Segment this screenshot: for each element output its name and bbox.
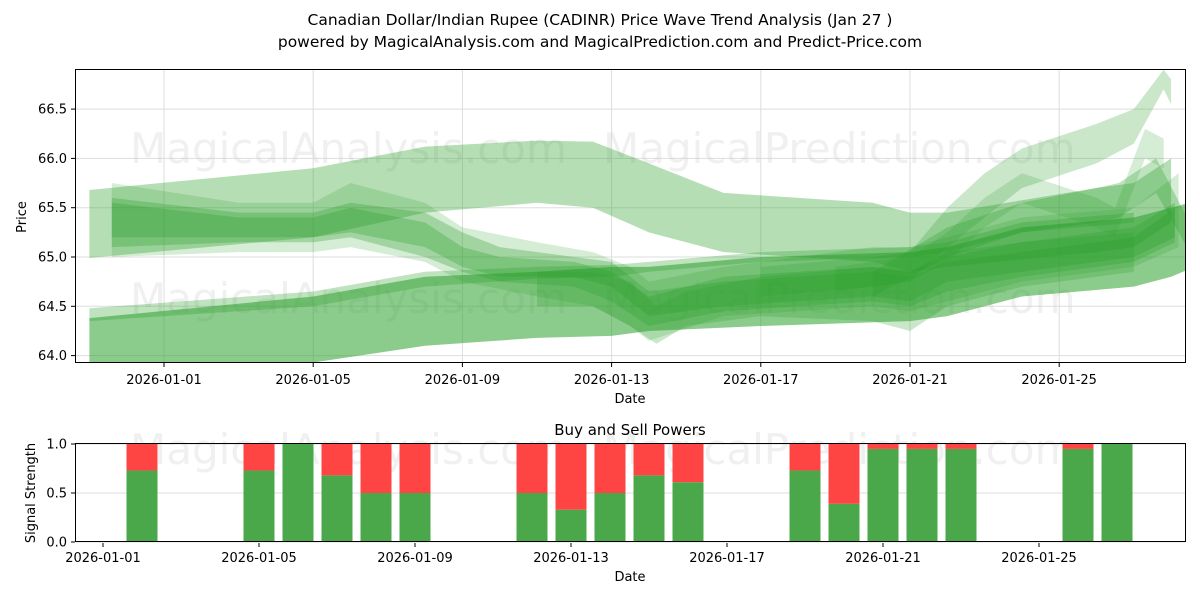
signal-y-axis: 0.0 0.5 1.0 <box>46 438 75 551</box>
x-tick-label: 2026-01-25 <box>1001 551 1077 566</box>
buy-bar <box>517 493 548 542</box>
buy-bar <box>1063 449 1094 542</box>
sell-bar <box>946 444 977 449</box>
price-x-label: Date <box>614 392 645 407</box>
sell-bar <box>517 444 548 493</box>
price-y-label: Price <box>15 201 30 233</box>
sell-bar <box>673 444 704 482</box>
y-tick-label: 66.0 <box>38 152 67 167</box>
buy-bar <box>907 449 938 542</box>
sell-bar <box>361 444 392 493</box>
x-tick-label: 2026-01-21 <box>845 551 921 566</box>
buy-bar <box>673 482 704 542</box>
price-x-axis: 2026-01-01 2026-01-05 2026-01-09 2026-01-13… <box>126 363 1097 388</box>
x-tick-label: 2026-01-13 <box>574 373 650 388</box>
signal-x-axis: 2026-01-01 2026-01-05 2026-01-09 2026-01-13… <box>65 543 1077 566</box>
y-tick-label: 65.0 <box>38 251 67 266</box>
buy-bar <box>283 444 314 542</box>
signal-chart: Buy and Sell Powers MagicalAnalysis.com … <box>24 421 1186 585</box>
x-tick-label: 2026-01-13 <box>533 551 609 566</box>
buy-bar <box>361 493 392 542</box>
price-chart: MagicalAnalysis.com MagicalPrediction.co… <box>15 70 1190 408</box>
sell-bar <box>595 444 626 493</box>
buy-bar <box>634 475 665 542</box>
x-tick-label: 2026-01-21 <box>872 373 948 388</box>
sell-bar <box>907 444 938 449</box>
buy-bar <box>595 493 626 542</box>
chart-canvas: MagicalAnalysis.com MagicalPrediction.co… <box>0 0 1200 600</box>
y-tick-label: 0.5 <box>46 487 67 502</box>
sell-bar <box>322 444 353 475</box>
y-tick-label: 65.5 <box>38 201 67 216</box>
y-tick-label: 0.0 <box>46 536 67 551</box>
x-tick-label: 2026-01-05 <box>221 551 297 566</box>
y-tick-label: 64.5 <box>38 300 67 315</box>
x-tick-label: 2026-01-09 <box>377 551 453 566</box>
buy-bar <box>829 504 860 542</box>
sell-bar <box>400 444 431 493</box>
sell-bar <box>556 444 587 510</box>
sell-bar <box>127 444 158 470</box>
x-tick-label: 2026-01-09 <box>425 373 501 388</box>
sell-bar <box>868 444 899 449</box>
sell-bar <box>634 444 665 475</box>
sell-bar <box>829 444 860 504</box>
x-tick-label: 2026-01-01 <box>65 551 141 566</box>
buy-bar <box>946 449 977 542</box>
y-tick-label: 64.0 <box>38 349 67 364</box>
x-tick-label: 2026-01-17 <box>689 551 765 566</box>
signal-x-label: Date <box>614 570 645 585</box>
y-tick-label: 66.5 <box>38 103 67 118</box>
sell-bar <box>1063 444 1094 449</box>
signal-y-label: Signal Strength <box>24 443 39 543</box>
x-tick-label: 2026-01-17 <box>723 373 799 388</box>
buy-bar <box>868 449 899 542</box>
sell-bar <box>244 444 275 470</box>
x-tick-label: 2026-01-25 <box>1021 373 1097 388</box>
buy-bar <box>400 493 431 542</box>
buy-bar <box>127 470 158 542</box>
buy-bar <box>1102 444 1133 542</box>
sell-bar <box>790 444 821 470</box>
y-tick-label: 1.0 <box>46 438 67 453</box>
buy-bar <box>322 475 353 542</box>
buy-bar <box>244 470 275 542</box>
x-tick-label: 2026-01-01 <box>126 373 202 388</box>
price-y-axis: 64.0 64.5 65.0 65.5 66.0 66.5 <box>38 103 75 365</box>
x-tick-label: 2026-01-05 <box>275 373 351 388</box>
buy-bar <box>556 510 587 542</box>
buy-bar <box>790 470 821 542</box>
